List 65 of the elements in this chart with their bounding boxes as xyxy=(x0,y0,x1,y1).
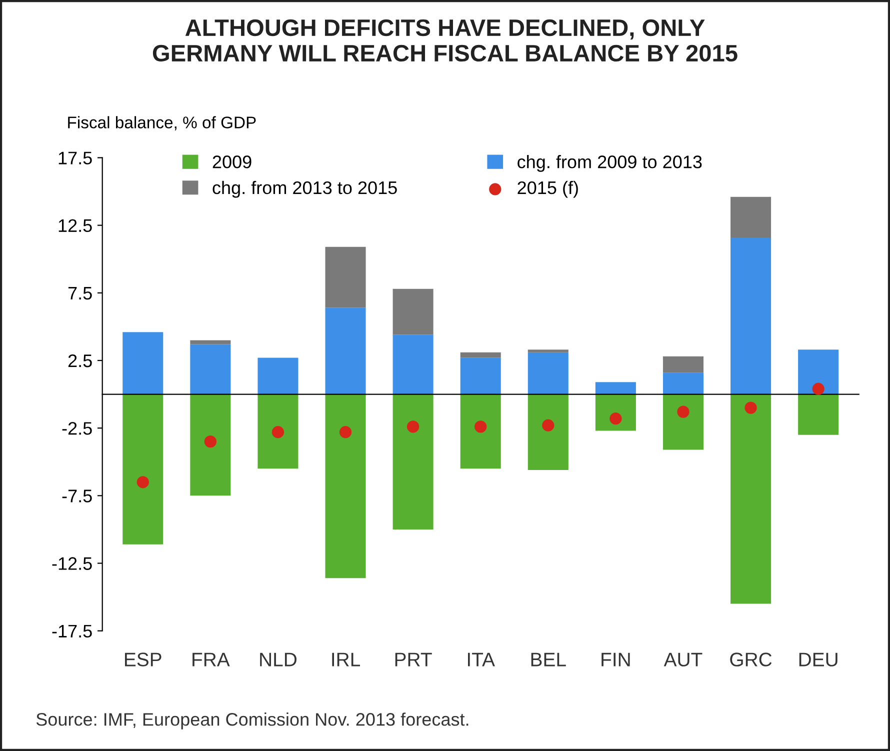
bar xyxy=(730,394,772,604)
bar xyxy=(528,352,568,394)
bar xyxy=(258,394,298,469)
y-tick-label: -7.5 xyxy=(62,490,92,502)
point xyxy=(677,406,690,418)
x-tick-label: AUT xyxy=(664,652,702,666)
x-tick-label: PRT xyxy=(395,652,432,666)
point xyxy=(339,426,352,438)
point xyxy=(406,420,420,433)
bar xyxy=(528,350,568,352)
bar xyxy=(460,358,501,394)
point xyxy=(272,426,284,438)
legend-label: chg. from 2013 to 2015 xyxy=(212,180,397,198)
y-tick-label: 2.5 xyxy=(68,354,92,368)
point xyxy=(812,382,824,395)
x-tick-label: FIN xyxy=(602,652,630,666)
bar xyxy=(392,334,434,394)
y-tick-label: 17.5 xyxy=(58,152,92,164)
bar xyxy=(392,394,434,530)
x-tick-label: FRA xyxy=(192,652,230,666)
y-tick-label: 7.5 xyxy=(68,287,92,300)
point xyxy=(474,420,487,433)
point xyxy=(136,476,149,488)
bar xyxy=(730,196,772,238)
bar xyxy=(325,308,366,394)
bar xyxy=(730,237,772,394)
bar xyxy=(595,394,636,431)
bar xyxy=(190,394,231,496)
y-tick-label: 12.5 xyxy=(58,219,92,232)
point xyxy=(542,419,554,432)
bar xyxy=(662,356,704,373)
bar xyxy=(325,246,366,308)
x-tick-label: BEL xyxy=(531,652,566,666)
legend-label: chg. from 2009 to 2013 xyxy=(518,155,702,172)
bar xyxy=(392,288,434,335)
bar xyxy=(460,352,501,358)
y-tick-label: -2.5 xyxy=(62,422,92,435)
bar xyxy=(190,344,231,394)
bar xyxy=(528,394,568,470)
x-tick-label: GRC xyxy=(730,652,772,666)
x-tick-label: IRL xyxy=(332,652,360,666)
x-tick-label: ESP xyxy=(125,652,162,666)
bar xyxy=(460,394,501,469)
bar xyxy=(662,372,704,394)
point xyxy=(744,402,757,414)
bar xyxy=(662,394,704,450)
y-tick-label: -12.5 xyxy=(52,557,92,570)
bar xyxy=(122,394,164,544)
point xyxy=(204,436,216,448)
bar xyxy=(122,332,164,394)
bar xyxy=(190,340,231,344)
bar xyxy=(798,394,839,435)
x-tick-label: DEU xyxy=(799,652,838,666)
legend-label: 2009 xyxy=(212,156,252,168)
bar xyxy=(798,350,839,394)
y-axis-title: Fiscal balance, % of GDP xyxy=(68,116,256,130)
chart-title: ALTHOUGH DEFICITS HAVE DECLINED, ONLY GERMANY WILL REACH FISCAL BALANCE BY 2015 xyxy=(152,19,738,62)
source-note: Source: IMF, European Comission Nov. 2013 forecast. xyxy=(36,712,468,730)
bar xyxy=(325,394,366,578)
legend-label: 2015 (f) xyxy=(518,180,578,198)
bar xyxy=(595,382,636,394)
x-tick-label: ITA xyxy=(468,652,495,666)
bar xyxy=(258,358,298,394)
y-tick-label: -17.5 xyxy=(52,624,92,638)
x-tick-label: NLD xyxy=(260,652,296,666)
